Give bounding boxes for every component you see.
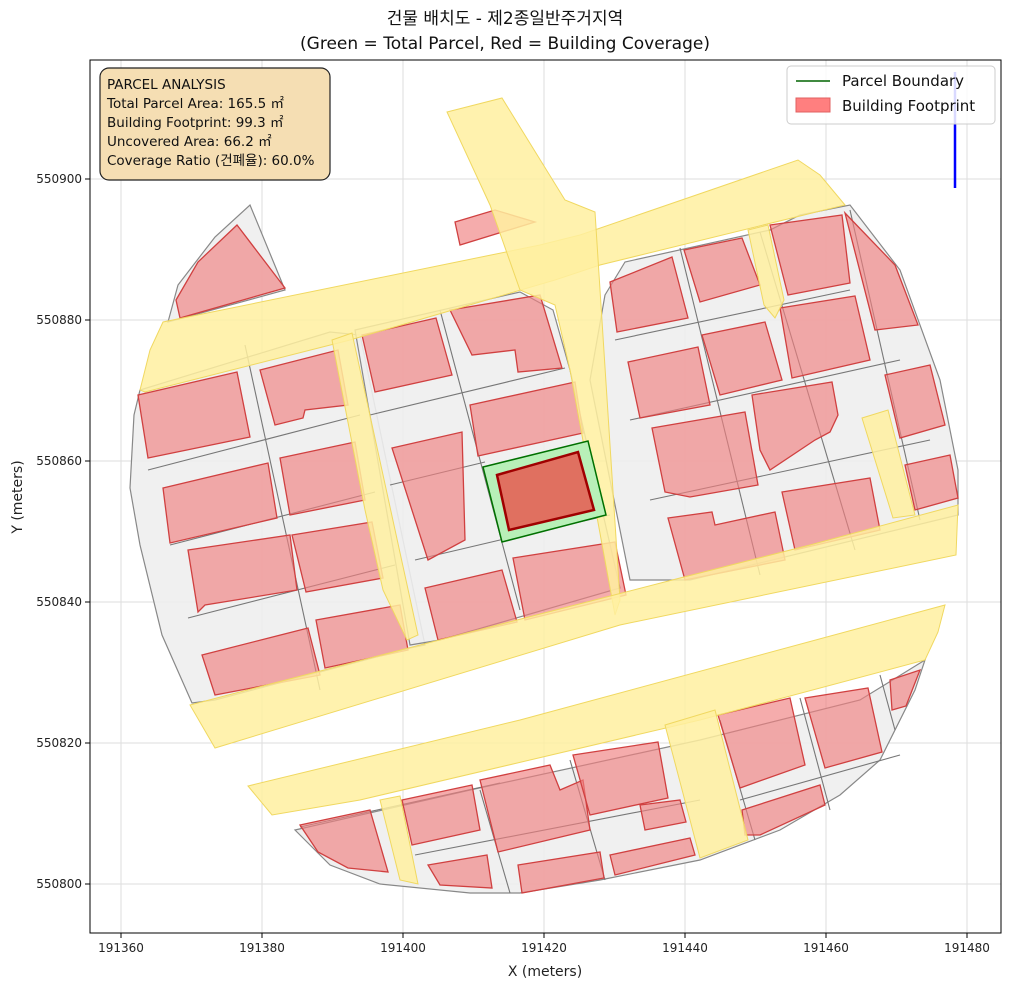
y-tick-label: 550900	[36, 172, 82, 186]
building	[639, 799, 687, 831]
building	[175, 224, 287, 319]
road-west-vertical	[331, 332, 419, 641]
target-building-footprint	[495, 450, 596, 532]
building	[884, 364, 946, 439]
x-tick-label: 191480	[944, 941, 990, 955]
building	[804, 687, 883, 769]
y-tick-label: 550860	[36, 454, 82, 468]
building	[517, 851, 605, 894]
building	[889, 668, 922, 711]
road-south-band	[247, 604, 946, 816]
building	[609, 256, 689, 333]
y-tick-label: 550840	[36, 595, 82, 609]
y-axis-label: Y (meters)	[10, 460, 26, 534]
building	[426, 854, 493, 889]
chart-title-line2: (Green = Total Parcel, Red = Building Co…	[300, 34, 710, 54]
x-tick-label: 191460	[803, 941, 849, 955]
legend-building-swatch	[795, 97, 831, 113]
road-south-vertical-a	[379, 795, 419, 885]
x-axis-label: X (meters)	[508, 964, 582, 980]
info-coverage-ratio: Coverage Ratio (건폐율): 60.0%	[107, 153, 315, 169]
info-box-background	[99, 67, 331, 181]
x-tick-label: 191420	[521, 941, 567, 955]
building	[779, 295, 871, 379]
legend-building-label: Building Footprint	[842, 97, 975, 115]
y-ticks	[85, 178, 90, 885]
x-tick-label: 191440	[662, 941, 708, 955]
building	[572, 741, 669, 816]
info-box-heading: PARCEL ANALYSIS	[107, 77, 226, 93]
legend-background	[786, 65, 996, 125]
x-ticks	[120, 933, 968, 938]
x-tick-label: 191380	[239, 941, 285, 955]
building	[609, 837, 696, 876]
building	[769, 214, 851, 296]
building	[137, 371, 251, 459]
building	[701, 321, 783, 396]
building	[627, 346, 711, 419]
info-total-area: Total Parcel Area: 165.5 ㎡	[106, 96, 284, 112]
building	[187, 534, 298, 614]
x-tick-label: 191400	[380, 941, 426, 955]
parcel-analysis-box: PARCEL ANALYSIS Total Parcel Area: 165.5…	[99, 67, 331, 181]
road-east-small	[861, 409, 916, 519]
x-tick-label: 191360	[98, 941, 144, 955]
info-building-footprint: Building Footprint: 99.3 ㎡	[107, 115, 284, 131]
y-tick-labels: 550800 550820 550840 550860 550880 55090…	[36, 172, 82, 891]
y-tick-label: 550820	[36, 736, 82, 750]
building	[391, 431, 466, 561]
building	[162, 462, 278, 544]
road-south-vertical-b	[664, 709, 749, 859]
axes-frame	[89, 59, 1002, 934]
legend-parcel-label: Parcel Boundary	[842, 72, 964, 90]
building	[843, 210, 919, 331]
x-tick-labels: 191360 191380 191400 191420 191440 19146…	[98, 941, 990, 955]
road-middle-band	[189, 504, 959, 749]
legend: Parcel Boundary Building Footprint	[786, 65, 996, 125]
y-tick-label: 550800	[36, 877, 82, 891]
building	[651, 411, 759, 498]
roads	[139, 97, 959, 885]
y-tick-label: 550880	[36, 313, 82, 327]
road-east-vertical	[747, 224, 785, 319]
building	[298, 809, 389, 873]
building	[751, 381, 839, 471]
building	[401, 784, 481, 846]
building	[717, 697, 806, 789]
building	[361, 317, 453, 393]
building	[904, 454, 959, 511]
info-uncovered-area: Uncovered Area: 66.2 ㎡	[107, 134, 272, 150]
chart-title-line1: 건물 배치도 - 제2종일반주거지역	[387, 9, 623, 29]
